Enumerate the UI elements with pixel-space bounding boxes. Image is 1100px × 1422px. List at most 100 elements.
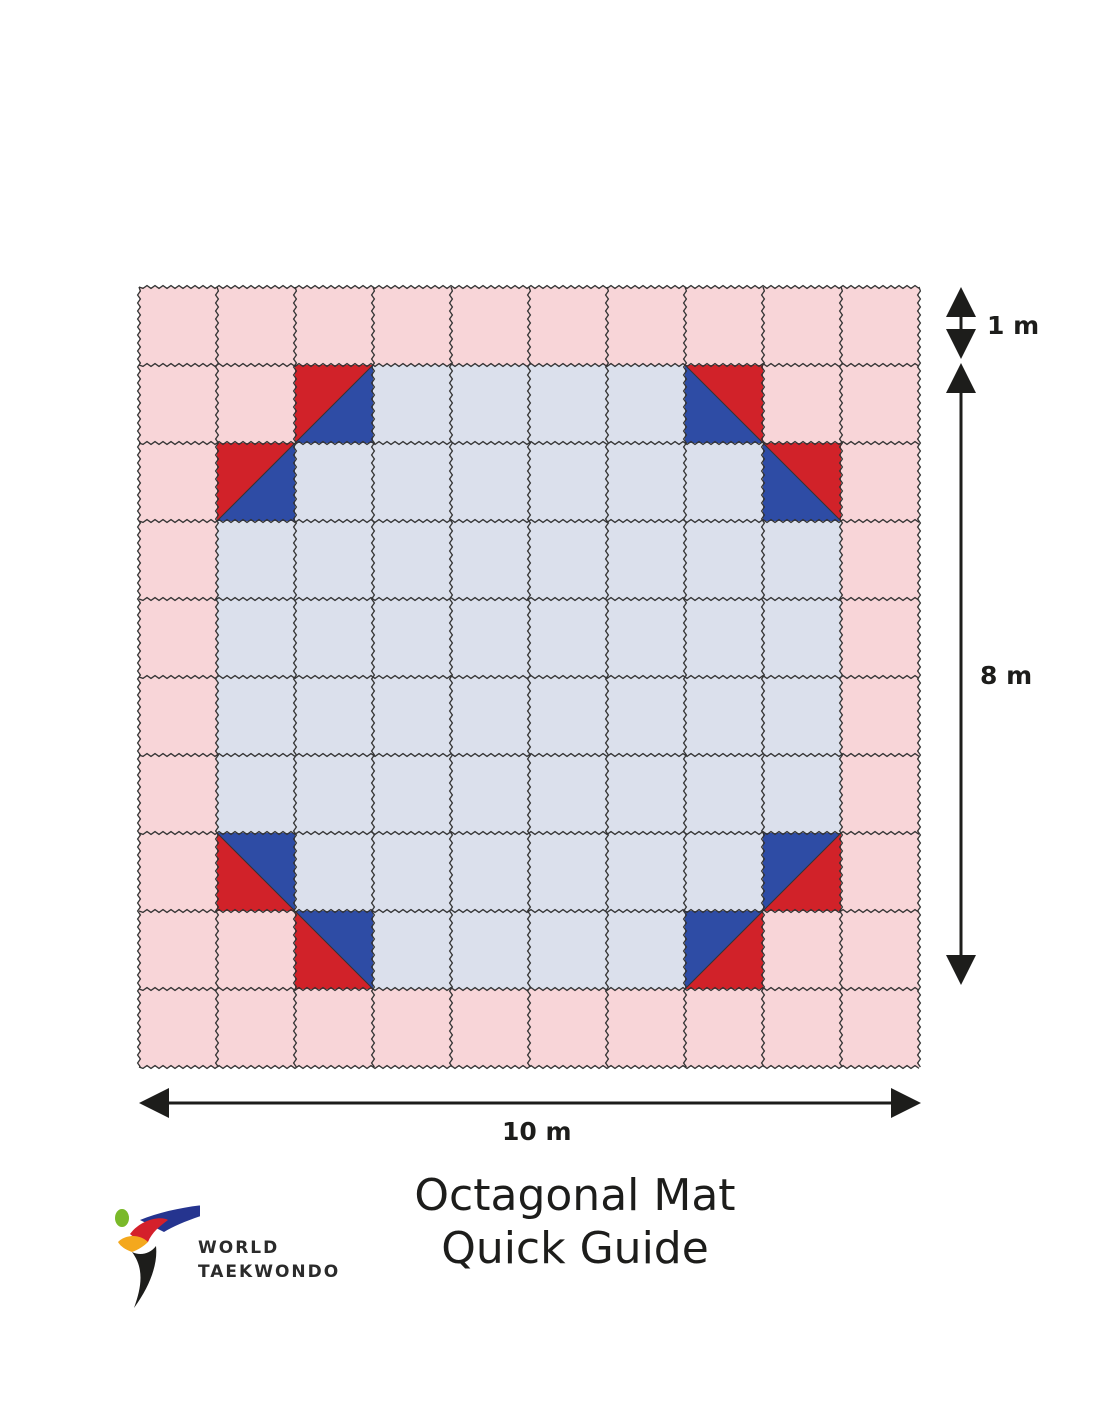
- contest-zone-tile: [217, 911, 295, 989]
- mat-tiles: [139, 287, 919, 1067]
- contest-zone-tile: [373, 755, 451, 833]
- contest-zone-tile: [529, 365, 607, 443]
- contest-zone-tile: [373, 443, 451, 521]
- contest-zone-tile: [373, 677, 451, 755]
- outer-zone-tile: [217, 989, 295, 1067]
- outer-zone-tile: [295, 287, 373, 365]
- outer-zone-tile: [139, 365, 217, 443]
- corner-diagonal-line: [216, 832, 296, 912]
- outer-zone-tile: [139, 287, 217, 365]
- contest-zone-tile: [607, 521, 685, 599]
- outer-zone-tile: [451, 287, 529, 365]
- contest-zone-tile: [451, 677, 529, 755]
- contest-zone-tile: [685, 677, 763, 755]
- outer-zone-tile: [841, 521, 919, 599]
- contest-zone-tile: [607, 677, 685, 755]
- outer-zone-tile: [217, 287, 295, 365]
- world-taekwondo-logo: WORLD TAEKWONDO: [110, 1198, 370, 1316]
- outer-zone-tile: [763, 989, 841, 1067]
- outer-zone-tile: [295, 989, 373, 1067]
- outer-zone-tile: [685, 287, 763, 365]
- outer-zone-tile: [841, 989, 919, 1067]
- outer-zone-tile: [841, 287, 919, 365]
- logo-text-taekwondo: TAEKWONDO: [198, 1262, 341, 1282]
- octagonal-mat-diagram: [136, 284, 976, 1118]
- contest-zone-tile: [217, 755, 295, 833]
- contest-zone-tile: [763, 599, 841, 677]
- outer-zone-tile: [607, 989, 685, 1067]
- vertical-joint-line: [370, 286, 376, 1068]
- vertical-joint-line: [682, 286, 688, 1068]
- contest-zone-tile: [451, 521, 529, 599]
- contest-zone-tile: [763, 521, 841, 599]
- outer-zone-tile: [139, 911, 217, 989]
- vertical-joint-line: [604, 286, 610, 1068]
- outer-zone-tile: [139, 677, 217, 755]
- contest-zone-tile: [373, 365, 451, 443]
- contest-zone-tile: [763, 365, 841, 443]
- corner-diagonal-line: [684, 910, 764, 990]
- outer-zone-tile: [139, 599, 217, 677]
- contest-zone-tile: [295, 443, 373, 521]
- outer-zone-tile: [139, 833, 217, 911]
- title-line-2: Quick Guide: [441, 1222, 709, 1274]
- outer-zone-tile: [841, 911, 919, 989]
- outer-zone-tile: [763, 287, 841, 365]
- contest-zone-tile: [763, 911, 841, 989]
- outer-zone-tile: [451, 989, 529, 1067]
- dimension-label-10m: 10 m: [502, 1117, 572, 1146]
- contest-zone-tile: [529, 521, 607, 599]
- contest-zone-tile: [451, 911, 529, 989]
- outer-zone-tile: [529, 989, 607, 1067]
- contest-zone-tile: [451, 443, 529, 521]
- contest-zone-tile: [607, 443, 685, 521]
- vertical-joint-line: [136, 286, 142, 1068]
- corner-diagonal-line: [294, 910, 374, 990]
- contest-zone-tile: [373, 833, 451, 911]
- outer-zone-tile: [139, 521, 217, 599]
- horizontal-joint-line: [138, 1064, 920, 1070]
- outer-zone-tile: [841, 599, 919, 677]
- dimension-label-8m: 8 m: [980, 661, 1033, 690]
- vertical-joint-line: [214, 286, 220, 1068]
- contest-zone-tile: [295, 521, 373, 599]
- outer-zone-tile: [373, 989, 451, 1067]
- tile-joints: [136, 284, 922, 1070]
- horizontal-joint-line: [138, 596, 920, 602]
- outer-zone-tile: [841, 755, 919, 833]
- contest-zone-tile: [295, 599, 373, 677]
- page-title: Octagonal Mat Quick Guide: [340, 1170, 810, 1276]
- contest-zone-tile: [295, 677, 373, 755]
- vertical-joint-line: [838, 286, 844, 1068]
- corner-diagonal-line: [216, 442, 296, 522]
- corner-diagonal-line: [684, 364, 764, 444]
- outer-zone-tile: [685, 989, 763, 1067]
- contest-zone-tile: [763, 755, 841, 833]
- contest-zone-tile: [373, 599, 451, 677]
- logo-text-world: WORLD: [198, 1238, 280, 1258]
- horizontal-joint-line: [138, 440, 920, 446]
- contest-zone-tile: [451, 833, 529, 911]
- outer-zone-tile: [529, 287, 607, 365]
- contest-zone-tile: [685, 599, 763, 677]
- horizontal-joint-line: [138, 908, 920, 914]
- contest-zone-tile: [529, 755, 607, 833]
- contest-zone-tile: [685, 521, 763, 599]
- contest-zone-tile: [607, 755, 685, 833]
- contest-zone-tile: [451, 599, 529, 677]
- contest-zone-tile: [529, 599, 607, 677]
- contest-zone-tile: [607, 365, 685, 443]
- outer-zone-tile: [139, 755, 217, 833]
- vertical-joint-line: [526, 286, 532, 1068]
- title-line-1: Octagonal Mat: [414, 1170, 736, 1221]
- corner-diagonal-line: [762, 442, 842, 522]
- outer-zone-tile: [373, 287, 451, 365]
- outer-zone-tile: [139, 989, 217, 1067]
- contest-zone-tile: [685, 443, 763, 521]
- dimension-label-1m: 1 m: [987, 311, 1040, 340]
- taekwondo-emblem-icon: [115, 1205, 200, 1308]
- contest-zone-tile: [763, 677, 841, 755]
- contest-zone-tile: [217, 599, 295, 677]
- contest-zone-tile: [373, 521, 451, 599]
- contest-zone-tile: [685, 833, 763, 911]
